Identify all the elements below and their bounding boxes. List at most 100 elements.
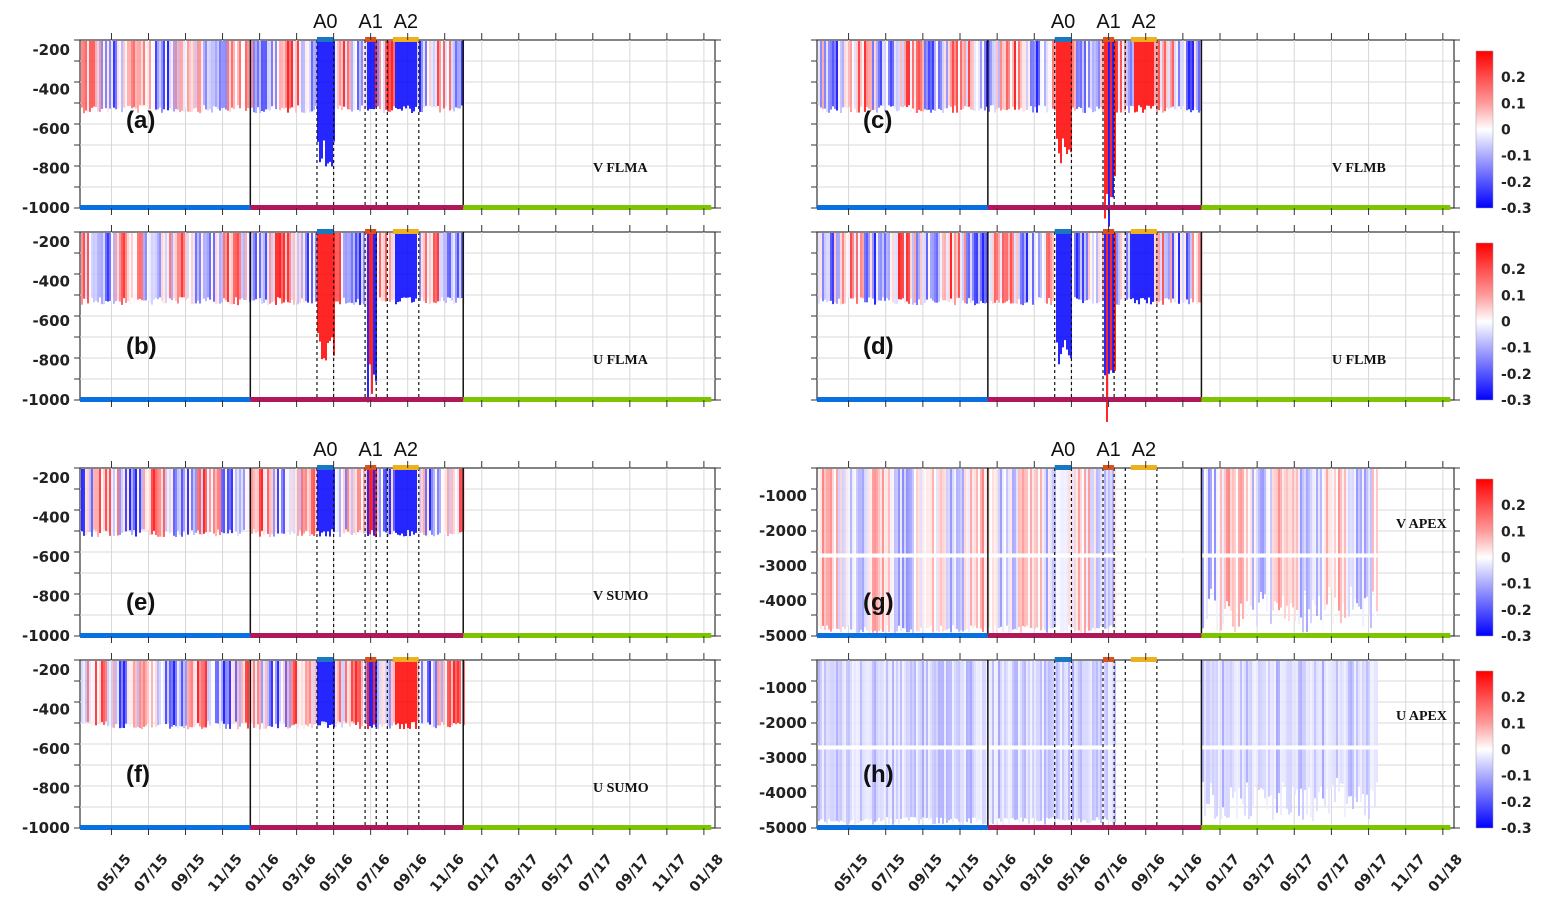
- data-stripe: [1050, 469, 1052, 629]
- data-stripe: [902, 41, 904, 108]
- data-stripe: [1068, 661, 1070, 821]
- data-stripe: [429, 661, 431, 725]
- data-stripe: [974, 233, 976, 306]
- data-stripe: [1142, 233, 1144, 299]
- data-stripe: [255, 233, 257, 300]
- data-stripe: [263, 41, 265, 112]
- data-stripe: [842, 469, 844, 627]
- data-stripe: [351, 469, 353, 535]
- panel-g: A0 A1 A2-1000-2000-3000-4000-5000(g)V APEX…: [759, 439, 1532, 645]
- data-stripe: [1252, 661, 1254, 806]
- colorbar-tick-label: 0.1: [1501, 524, 1526, 540]
- data-stripe: [427, 233, 429, 298]
- y-tick-label: -4000: [759, 784, 807, 802]
- data-stripe: [115, 41, 117, 110]
- data-stripe: [309, 469, 311, 536]
- data-stripe: [1238, 661, 1240, 788]
- data-stripe: [347, 233, 349, 303]
- data-stripe: [1104, 41, 1106, 219]
- data-stripe: [89, 469, 91, 532]
- data-stripe: [347, 41, 349, 110]
- y-tick-label: -1000: [759, 679, 807, 697]
- y-tick-label: -400: [32, 508, 70, 526]
- data-stripe: [952, 469, 954, 626]
- data-stripe: [1102, 661, 1104, 825]
- data-stripe: [854, 41, 856, 109]
- data-stripe: [1072, 233, 1074, 303]
- data-stripe: [195, 41, 197, 108]
- data-stripe: [127, 661, 129, 722]
- data-stripe: [1070, 469, 1072, 633]
- data-stripe: [273, 661, 275, 728]
- period-2-bar: [250, 633, 464, 638]
- colorbar-tick-label: -0.3: [1501, 629, 1532, 645]
- data-stripe: [179, 41, 181, 113]
- data-stripe: [970, 233, 972, 303]
- data-stripe: [347, 469, 349, 532]
- data-stripe: [910, 233, 912, 299]
- data-stripe: [1110, 233, 1112, 371]
- data-stripe: [1186, 41, 1188, 111]
- data-stripe: [259, 41, 261, 113]
- data-stripe: [261, 41, 263, 112]
- data-stripe: [960, 41, 962, 110]
- data-stripe: [245, 41, 247, 111]
- data-stripe: [1020, 661, 1022, 818]
- data-stripe: [1032, 469, 1034, 629]
- data-stripe: [383, 661, 385, 726]
- y-tick-label: -400: [32, 700, 70, 718]
- data-stripe: [908, 469, 910, 633]
- data-stripe: [129, 661, 131, 726]
- data-stripe: [403, 233, 405, 298]
- data-stripe: [395, 233, 397, 305]
- data-stripe: [1062, 469, 1064, 632]
- data-stripe: [233, 233, 235, 305]
- data-stripe: [880, 233, 882, 301]
- data-stripe: [179, 233, 181, 298]
- data-stripe: [419, 233, 421, 301]
- data-stripe: [882, 469, 884, 632]
- data-stripe: [1050, 661, 1052, 819]
- data-stripe: [834, 41, 836, 109]
- data-stripe: [840, 469, 842, 633]
- data-stripe: [1180, 41, 1182, 110]
- data-stripe: [175, 233, 177, 301]
- data-stripe: [443, 41, 445, 109]
- data-stripe: [149, 469, 151, 536]
- data-stripe: [331, 469, 333, 530]
- data-stripe: [1132, 41, 1134, 107]
- data-stripe: [1078, 233, 1080, 300]
- x-tick-label: 09/17: [612, 851, 653, 895]
- data-stripe: [159, 41, 161, 108]
- data-stripe: [287, 41, 289, 113]
- data-stripe: [85, 233, 87, 299]
- data-stripe: [860, 661, 862, 822]
- data-stripe: [1042, 661, 1044, 819]
- data-stripe: [101, 41, 103, 109]
- period-1-bar: [80, 633, 251, 638]
- data-stripe: [271, 41, 273, 107]
- data-stripe: [942, 469, 944, 632]
- data-stripe: [986, 41, 988, 107]
- data-stripe: [1088, 469, 1090, 631]
- data-stripe: [183, 41, 185, 113]
- data-stripe: [139, 661, 141, 729]
- data-stripe: [119, 41, 121, 107]
- data-stripe: [221, 233, 223, 303]
- data-stripe: [976, 41, 978, 106]
- data-stripe: [247, 661, 249, 729]
- data-stripe: [333, 661, 335, 728]
- data-stripe: [201, 41, 203, 113]
- data-stripe: [1084, 661, 1086, 821]
- data-stripe: [976, 469, 978, 629]
- data-stripe: [161, 469, 163, 537]
- data-stripe: [866, 233, 868, 303]
- data-stripe: [431, 41, 433, 108]
- data-stripe: [934, 661, 936, 824]
- data-stripe: [1168, 233, 1170, 300]
- data-stripe: [1042, 233, 1044, 300]
- data-stripe: [457, 469, 459, 535]
- data-stripe: [1094, 41, 1096, 112]
- data-stripe: [1154, 41, 1156, 106]
